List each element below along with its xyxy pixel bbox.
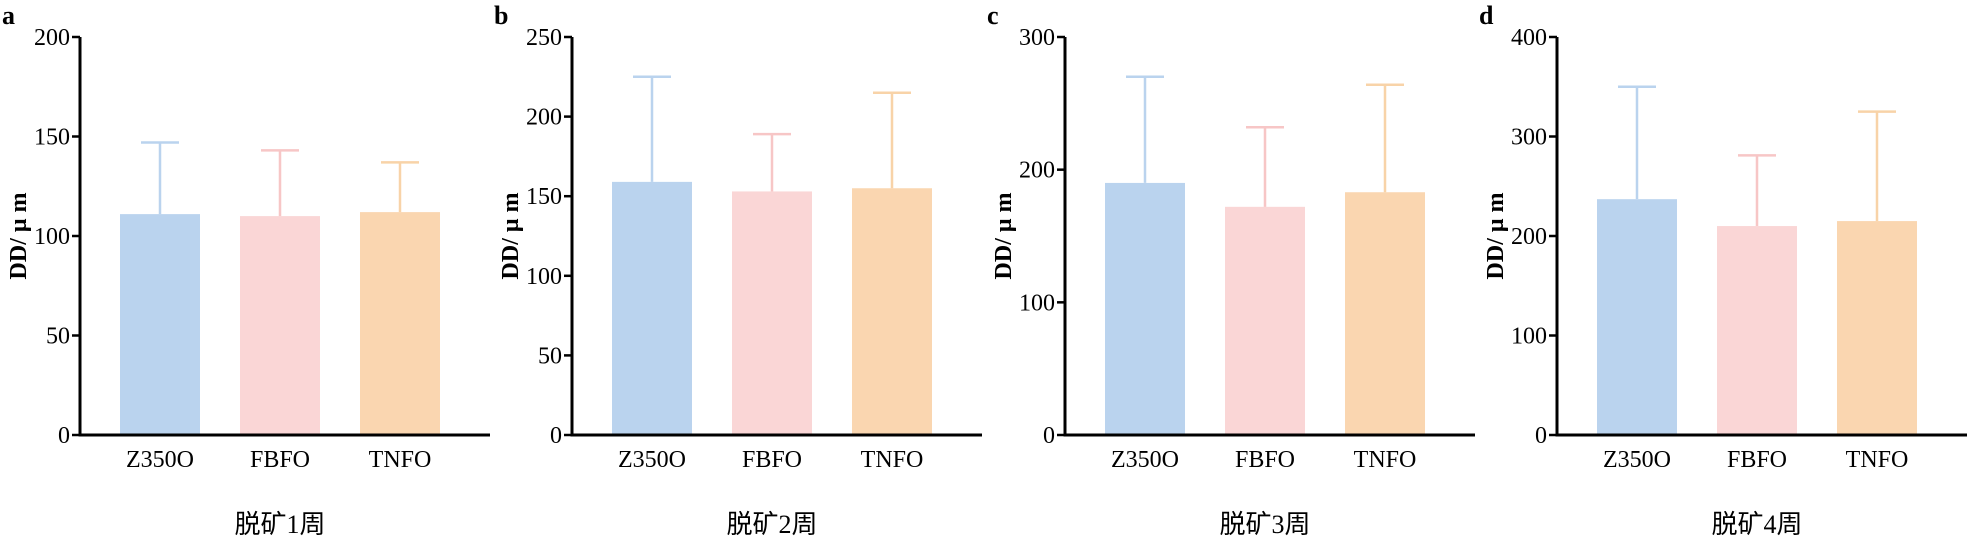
y-tick-label: 0 <box>550 423 562 449</box>
category-label: FBFO <box>1727 447 1787 473</box>
y-tick-label: 0 <box>58 423 70 449</box>
panel-letter: b <box>494 1 508 30</box>
bar-z350o <box>1105 182 1185 435</box>
y-tick-label: 200 <box>526 105 562 131</box>
category-label: TNFO <box>369 447 432 473</box>
chart-panel-b: b Z350O FBFO TNFO 0 50 100 150 200 250 DD/ μ m 脱矿2周 <box>494 1 982 539</box>
bar-fbfo <box>1717 226 1797 435</box>
category-label: Z350O <box>126 447 194 473</box>
chart-panel-d: d Z350O FBFO TNFO 0 100 200 300 400 DD/ μ m 脱矿4周 <box>1479 1 1967 539</box>
y-tick-label: 250 <box>526 25 562 51</box>
bar-fbfo <box>732 191 812 435</box>
category-label: FBFO <box>1235 447 1295 473</box>
y-tick-label: 300 <box>1019 25 1055 51</box>
y-tick-label: 100 <box>1019 290 1055 316</box>
category-label: FBFO <box>742 447 802 473</box>
bar-fbfo <box>240 216 320 435</box>
category-label: TNFO <box>1354 447 1417 473</box>
y-axis-label: DD/ μ m <box>6 193 32 280</box>
y-tick-label: 400 <box>1511 25 1547 51</box>
x-axis-label: 脱矿2周 <box>726 510 817 539</box>
category-label: FBFO <box>250 447 310 473</box>
y-axis-label: DD/ μ m <box>498 193 524 280</box>
y-tick-label: 200 <box>1019 158 1055 184</box>
y-tick-label: 200 <box>1511 224 1547 250</box>
x-axis-label: 脱矿1周 <box>234 510 325 539</box>
y-tick-label: 50 <box>538 343 562 369</box>
y-tick-label: 0 <box>1535 423 1547 449</box>
bar-tnfo <box>360 212 440 435</box>
panel-letter: d <box>1479 1 1494 30</box>
chart-panel-a: a Z350O FBFO TNFO 0 50 100 150 200 DD/ μ m 脱矿1周 <box>2 1 490 539</box>
bar-z350o <box>612 181 692 435</box>
y-tick-label: 100 <box>1511 324 1547 350</box>
category-label: Z350O <box>1603 447 1671 473</box>
y-axis-label: DD/ μ m <box>991 193 1017 280</box>
y-axis-label: DD/ μ m <box>1483 193 1509 280</box>
y-tick-label: 100 <box>526 264 562 290</box>
category-label: Z350O <box>1111 447 1179 473</box>
x-axis-label: 脱矿3周 <box>1219 510 1310 539</box>
y-tick-label: 50 <box>46 324 70 350</box>
y-tick-label: 200 <box>34 25 70 51</box>
bar-z350o <box>1597 199 1677 435</box>
bar-z350o <box>120 214 200 435</box>
category-label: TNFO <box>861 447 924 473</box>
y-tick-label: 0 <box>1043 423 1055 449</box>
bar-tnfo <box>852 188 932 435</box>
chart-panel-c: c Z350O FBFO TNFO 0 100 200 300 DD/ μ m 脱矿3周 <box>987 1 1475 539</box>
category-label: Z350O <box>618 447 686 473</box>
bar-tnfo <box>1345 192 1425 435</box>
panel-letter: c <box>987 1 999 30</box>
panel-letter: a <box>2 1 15 30</box>
y-tick-label: 150 <box>526 184 562 210</box>
bar-fbfo <box>1225 206 1305 435</box>
y-tick-label: 150 <box>34 125 70 151</box>
bar-tnfo <box>1837 221 1917 435</box>
category-label: TNFO <box>1846 447 1909 473</box>
y-tick-label: 300 <box>1511 125 1547 151</box>
x-axis-label: 脱矿4周 <box>1711 510 1802 539</box>
y-tick-label: 100 <box>34 224 70 250</box>
